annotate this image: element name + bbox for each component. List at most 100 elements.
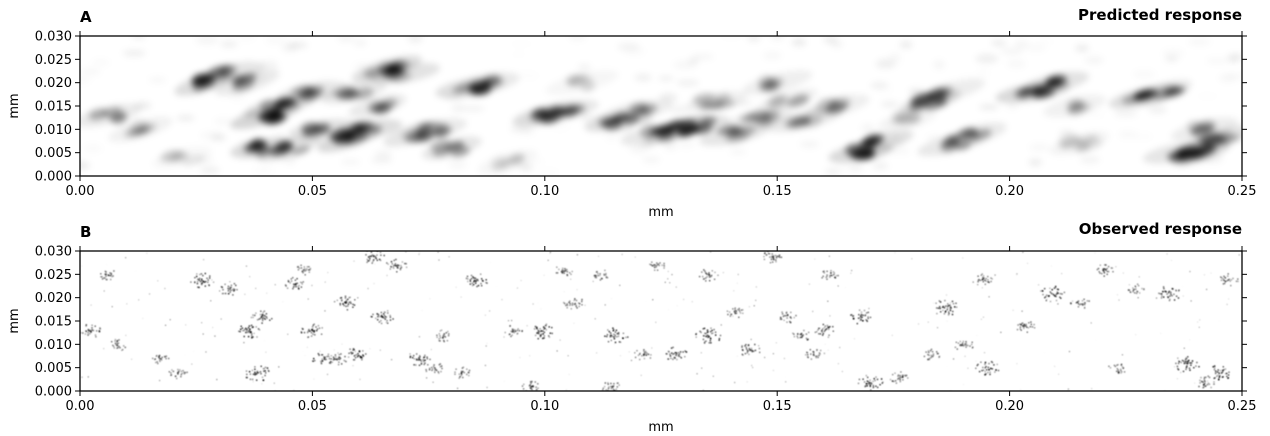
response-blob <box>80 324 102 338</box>
response-blob <box>1049 131 1110 156</box>
y-tick-label: 0.030 <box>35 245 72 260</box>
y-tick-label: 0.020 <box>35 291 72 306</box>
response-blob <box>555 266 573 277</box>
panel-letter-b: B <box>80 223 91 241</box>
response-blob <box>1127 283 1145 295</box>
plot-area-b <box>80 251 1242 391</box>
response-blob <box>1220 273 1239 287</box>
response-blob <box>763 251 783 264</box>
response-blob <box>1170 117 1239 142</box>
response-blob <box>348 94 407 118</box>
response-blob <box>1040 285 1066 303</box>
response-blob <box>159 149 205 167</box>
y-tick-label: 0.005 <box>35 361 72 376</box>
response-blob <box>365 251 385 264</box>
response-blob <box>698 269 719 282</box>
response-blob <box>665 346 688 361</box>
response-blob <box>634 349 652 361</box>
response-blob <box>779 311 797 324</box>
response-blob <box>1207 365 1230 381</box>
response-blob <box>726 307 744 319</box>
response-blob <box>436 329 450 343</box>
y-tick-label: 0.010 <box>35 338 72 353</box>
response-blob <box>238 324 261 339</box>
x-tick-label: 0.15 <box>763 399 792 414</box>
response-blob <box>666 114 730 135</box>
response-blob <box>804 348 826 360</box>
y-tick-label: 0.025 <box>35 268 72 283</box>
heatmap-b <box>80 251 1240 391</box>
panel-b: B Observed response 0.00 0.05 0.10 0.15 0.20… <box>7 220 1256 435</box>
response-blob <box>695 327 722 344</box>
response-blob <box>465 273 488 288</box>
x-tick-label: 0.15 <box>763 184 792 199</box>
response-blob <box>421 136 482 160</box>
response-blob <box>814 323 835 338</box>
response-blob <box>409 353 431 367</box>
y-tick-label: 0.015 <box>35 100 72 115</box>
x-tick-label: 0.20 <box>995 399 1024 414</box>
y-tick-label: 0.020 <box>35 76 72 91</box>
x-ticks-a: 0.00 0.05 0.10 0.15 0.20 0.25 <box>66 31 1256 199</box>
response-blob <box>935 299 958 316</box>
response-blob <box>889 371 909 384</box>
response-blob <box>454 366 471 379</box>
response-blob <box>923 348 941 361</box>
response-blob <box>947 122 1007 146</box>
response-blob <box>602 99 673 122</box>
response-blob <box>521 380 539 391</box>
response-blob <box>972 273 993 286</box>
x-tick-label: 0.05 <box>298 184 327 199</box>
response-blob <box>850 309 872 325</box>
y-axis-label-b: mm <box>7 308 22 333</box>
response-blob <box>300 323 323 339</box>
response-blob <box>399 118 468 141</box>
response-blob <box>604 327 629 344</box>
x-tick-label: 0.00 <box>66 399 95 414</box>
response-blob <box>168 368 188 380</box>
response-blob <box>954 340 974 350</box>
response-blob <box>110 338 127 351</box>
y-ticks-a: 0.000 0.005 0.010 0.015 0.020 0.025 0.030 <box>35 30 1247 185</box>
response-blob <box>1134 79 1192 105</box>
x-tick-label: 0.20 <box>995 184 1024 199</box>
response-blob <box>1175 356 1200 373</box>
response-blob <box>1198 376 1215 389</box>
y-tick-label: 0.030 <box>35 30 72 45</box>
response-blob <box>1069 298 1090 309</box>
response-blob <box>370 62 441 84</box>
response-blob <box>562 298 583 310</box>
y-tick-label: 0.000 <box>35 385 72 400</box>
x-tick-label: 0.25 <box>1228 399 1257 414</box>
response-blob <box>458 72 520 94</box>
response-blob <box>108 116 173 142</box>
y-tick-label: 0.000 <box>35 170 72 185</box>
response-blob <box>741 70 813 96</box>
response-blob <box>245 365 270 382</box>
x-axis-label-b: mm <box>648 420 673 435</box>
x-ticks-b: 0.00 0.05 0.10 0.15 0.20 0.25 <box>66 246 1257 414</box>
heatmap-a <box>80 36 1242 176</box>
response-blob <box>311 352 335 365</box>
y-ticks-b: 0.000 0.005 0.010 0.015 0.020 0.025 0.030 <box>35 245 1247 400</box>
y-tick-label: 0.010 <box>35 123 72 138</box>
response-blob <box>1185 125 1242 152</box>
x-tick-label: 0.10 <box>530 399 559 414</box>
y-axis-label-a: mm <box>7 93 22 118</box>
response-blob <box>296 264 312 276</box>
response-blob <box>250 310 273 324</box>
response-blob <box>878 108 937 132</box>
response-blob <box>857 374 884 391</box>
response-blob <box>741 343 761 356</box>
response-blob <box>755 88 818 115</box>
response-blob <box>504 324 523 338</box>
response-blob <box>284 276 305 290</box>
response-blob <box>792 329 810 341</box>
panel-a: A Predicted response 0.00 0.05 0.10 0.15 0.2… <box>7 6 1256 220</box>
x-tick-label: 0.05 <box>298 399 327 414</box>
response-blob <box>151 354 170 365</box>
response-blob <box>333 295 356 311</box>
response-blob <box>320 80 388 104</box>
x-axis-label-a: mm <box>648 205 673 220</box>
